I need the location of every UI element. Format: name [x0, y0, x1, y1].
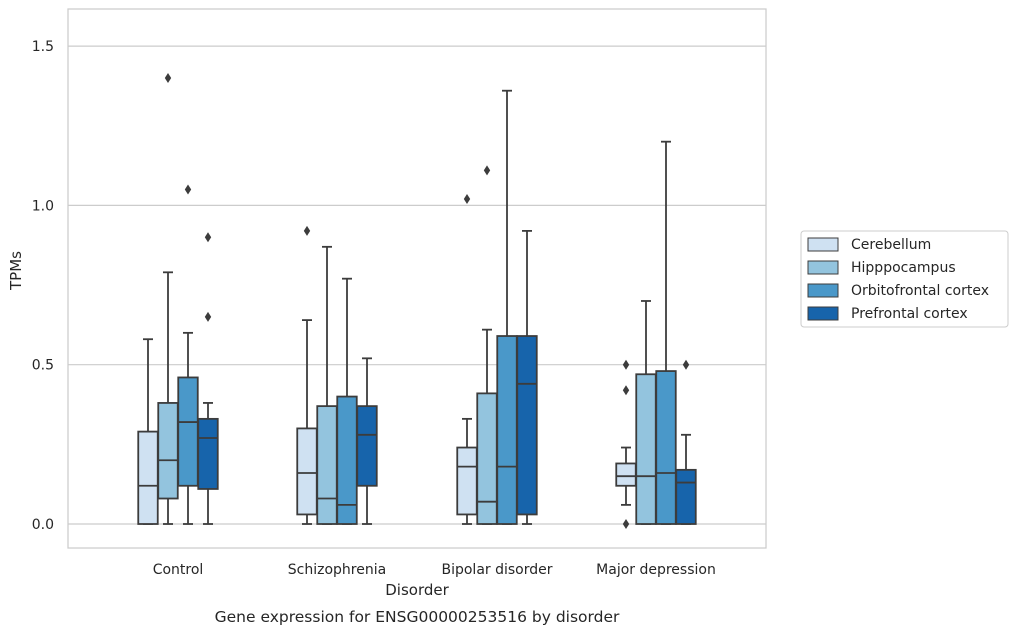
x-tick-label: Bipolar disorder [441, 562, 552, 578]
outlier-marker [303, 225, 311, 236]
outlier-marker [184, 184, 192, 195]
box [296, 225, 318, 525]
box-body [615, 462, 637, 487]
box-body [456, 446, 478, 516]
legend-frame [800, 230, 1009, 328]
box [496, 89, 518, 525]
box [615, 359, 637, 529]
legend-swatch [807, 237, 839, 252]
outlier-marker [164, 72, 172, 83]
box [316, 245, 338, 525]
legend: Cerebellum Hipppocampus Orbitofrontal cort… [800, 230, 1009, 328]
box-body [476, 392, 498, 525]
box-body [177, 376, 199, 487]
y-tick-label: 1.5 [32, 39, 54, 55]
box-body [356, 405, 378, 487]
y-axis-label: TPMs [7, 251, 25, 291]
outlier-marker [204, 311, 212, 322]
box-body [157, 402, 179, 500]
box [356, 357, 378, 525]
outlier-marker [622, 359, 630, 370]
outlier-marker [622, 385, 630, 396]
box [675, 359, 697, 525]
x-axis-ticks: Control Schizophrenia Bipolar disorder Majo… [153, 562, 716, 578]
box-series [137, 72, 697, 529]
legend-entry: Prefrontal cortex [807, 306, 968, 322]
series-cerebellum [137, 194, 637, 529]
y-axis-ticks: 0.00.51.01.52.02.53.0 [32, 39, 54, 533]
box-body [197, 417, 219, 490]
box [516, 229, 538, 525]
x-tick-label: Control [153, 562, 204, 578]
box [476, 165, 498, 525]
box [137, 338, 159, 525]
box-body [635, 373, 657, 525]
outlier-marker [483, 165, 491, 176]
box-body [655, 370, 677, 525]
y-tick-label: 0.5 [32, 358, 54, 374]
plot-frame [67, 8, 767, 549]
y-tick-label: 0.0 [32, 517, 54, 533]
chart-caption: Gene expression for ENSG00000253516 by d… [215, 608, 620, 626]
box-body [296, 427, 318, 516]
box-body [516, 335, 538, 516]
outlier-marker [204, 232, 212, 243]
series-hipppocampus [157, 72, 657, 525]
box [336, 277, 358, 525]
box [197, 232, 219, 525]
legend-entry: Orbitofrontal cortex [807, 283, 989, 299]
legend-entry: Hipppocampus [807, 260, 956, 276]
outlier-marker [622, 519, 630, 529]
legend-label: Prefrontal cortex [851, 306, 968, 322]
legend-swatch [807, 283, 839, 298]
legend-label: Orbitofrontal cortex [851, 283, 989, 299]
x-tick-label: Schizophrenia [288, 562, 386, 578]
y-tick-label: 1.0 [32, 198, 54, 214]
outlier-marker [463, 194, 471, 205]
legend-entry: Cerebellum [807, 237, 931, 253]
box-body [496, 335, 518, 525]
outlier-marker [682, 359, 690, 370]
legend-swatch [807, 306, 839, 321]
box [157, 72, 179, 525]
legend-swatch [807, 260, 839, 275]
legend-label: Cerebellum [851, 237, 931, 253]
series-prefrontal-cortex [197, 229, 697, 525]
box-body [316, 405, 338, 525]
box [177, 184, 199, 525]
box-body [137, 430, 159, 525]
box [635, 300, 657, 525]
box-body [675, 468, 697, 525]
box [655, 140, 677, 525]
legend-label: Hipppocampus [851, 260, 956, 276]
x-axis-label: Disorder [385, 581, 449, 599]
series-orbitofrontal-cortex [177, 89, 677, 525]
x-tick-label: Major depression [596, 562, 716, 578]
box [456, 194, 478, 525]
